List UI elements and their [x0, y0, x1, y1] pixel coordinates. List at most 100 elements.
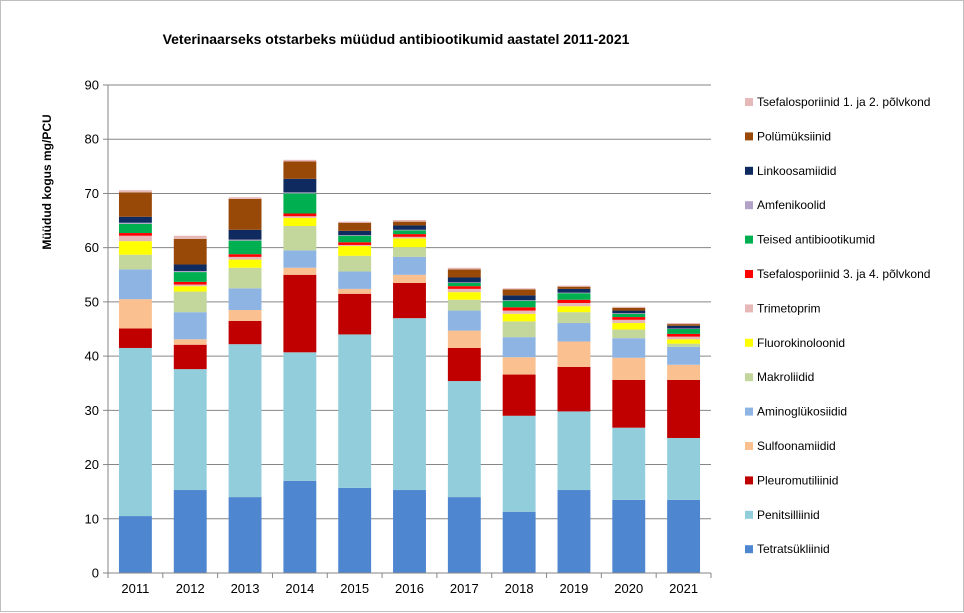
y-tick-label: 40: [85, 349, 99, 364]
bar-segment: [338, 244, 372, 247]
bar-segment: [447, 286, 481, 289]
bar-segment: [447, 267, 481, 270]
bar-segment: [502, 511, 536, 573]
bar-segment: [338, 222, 372, 231]
bar-segment: [283, 159, 317, 162]
bar-segment: [557, 306, 591, 313]
x-tick-label: 2011: [121, 581, 149, 596]
x-tick-label: 2012: [176, 581, 205, 596]
bar-segment: [173, 264, 207, 271]
bar-segment: [283, 192, 317, 194]
bar-segment: [502, 415, 536, 512]
bar-segment: [173, 490, 207, 573]
bar-segment: [557, 411, 591, 491]
bar-segment: [667, 364, 701, 380]
bar-segment: [283, 193, 317, 214]
bar-segment: [557, 341, 591, 367]
bar-segment: [228, 254, 262, 257]
bar-segment: [173, 344, 207, 370]
bar-segment: [338, 235, 372, 243]
bar-segment: [173, 281, 207, 285]
legend-label: Tsefalosporiinid 1. ja 2. põlvkond: [757, 95, 930, 109]
bar-segment: [118, 222, 152, 224]
bar-segment: [283, 352, 317, 481]
y-tick-label: 90: [85, 78, 99, 93]
bar-segment: [338, 242, 372, 245]
bar-segment: [393, 247, 426, 257]
bar-segment: [283, 480, 317, 573]
bar-segment: [447, 288, 481, 293]
bar-segment: [667, 325, 701, 329]
bar-segment: [393, 236, 426, 239]
bar-segment: [118, 269, 152, 300]
bar-segment: [393, 238, 426, 248]
bar-segment: [338, 221, 372, 223]
bar-segment: [612, 310, 646, 314]
bar-segment: [118, 347, 152, 517]
bar-segment: [612, 323, 646, 330]
bar-segment: [612, 329, 646, 339]
bar-segment: [502, 289, 536, 296]
bar-segment: [502, 313, 536, 322]
x-tick-label: 2018: [505, 581, 534, 596]
bar-segment: [612, 379, 646, 428]
legend-swatch: [745, 476, 753, 485]
bar-segment: [612, 319, 646, 324]
legend-swatch: [745, 442, 753, 450]
bar-segment: [338, 246, 372, 256]
bar-segment: [612, 307, 646, 311]
bar-segment: [283, 225, 317, 251]
legend-label: Makroliidid: [757, 370, 814, 384]
bar-segment: [228, 197, 262, 199]
bar-segment: [612, 357, 646, 380]
legend-swatch: [745, 166, 753, 175]
bar-segment: [228, 497, 262, 573]
y-tick-label: 0: [92, 566, 99, 581]
bar-segment: [118, 235, 152, 242]
legend-swatch: [745, 373, 753, 382]
bar-segment: [228, 256, 262, 260]
bar-segment: [338, 288, 372, 294]
legend: Tsefalosporiinid 1. ja 2. põlvkond Polümü…: [745, 95, 930, 556]
bar-segment: [283, 267, 317, 275]
bar-segment: [557, 299, 591, 303]
bar-segment: [173, 312, 207, 340]
y-tick-label: 70: [85, 186, 99, 201]
legend-label: Teised antibiootikumid: [757, 233, 875, 247]
bar-segment: [393, 282, 426, 319]
legend-swatch: [745, 545, 753, 554]
bar-segment: [447, 299, 481, 311]
bar-segment: [173, 369, 207, 491]
x-tick-label: 2013: [231, 581, 260, 596]
bar-segment: [283, 217, 317, 226]
legend-label: Tetratsükliinid: [757, 542, 830, 556]
bar-segment: [228, 259, 262, 268]
x-tick-label: 2015: [340, 581, 369, 596]
bar-segment: [667, 323, 701, 325]
x-tick-label: 2020: [614, 581, 643, 596]
legend-label: Linkoosamiidid: [757, 164, 836, 178]
bar-segment: [228, 240, 262, 255]
legend-label: Polümüksiinid: [757, 129, 831, 143]
bar-segment: [667, 339, 701, 344]
legend-label: Aminoglükosiidid: [757, 405, 847, 419]
bar-segment: [502, 321, 536, 338]
bar-segment: [612, 338, 646, 358]
bar-segment: [173, 339, 207, 345]
bar-segment: [118, 233, 152, 236]
bar-segment: [118, 241, 152, 255]
x-tick-label: 2017: [450, 581, 479, 596]
bar-segment: [393, 220, 426, 222]
bar-segment: [502, 300, 536, 301]
bar-segment: [447, 269, 481, 278]
legend-swatch: [745, 510, 753, 519]
y-tick-label: 50: [85, 294, 99, 309]
bar-segment: [393, 318, 426, 491]
y-tick-label: 10: [85, 511, 99, 526]
bar-segment: [393, 234, 426, 237]
bar-segment: [228, 239, 262, 241]
bar-segment: [447, 310, 481, 331]
bar-segment: [502, 337, 536, 358]
legend-label: Tsefalosporiinid 3. ja 4. põlvkond: [757, 267, 930, 281]
